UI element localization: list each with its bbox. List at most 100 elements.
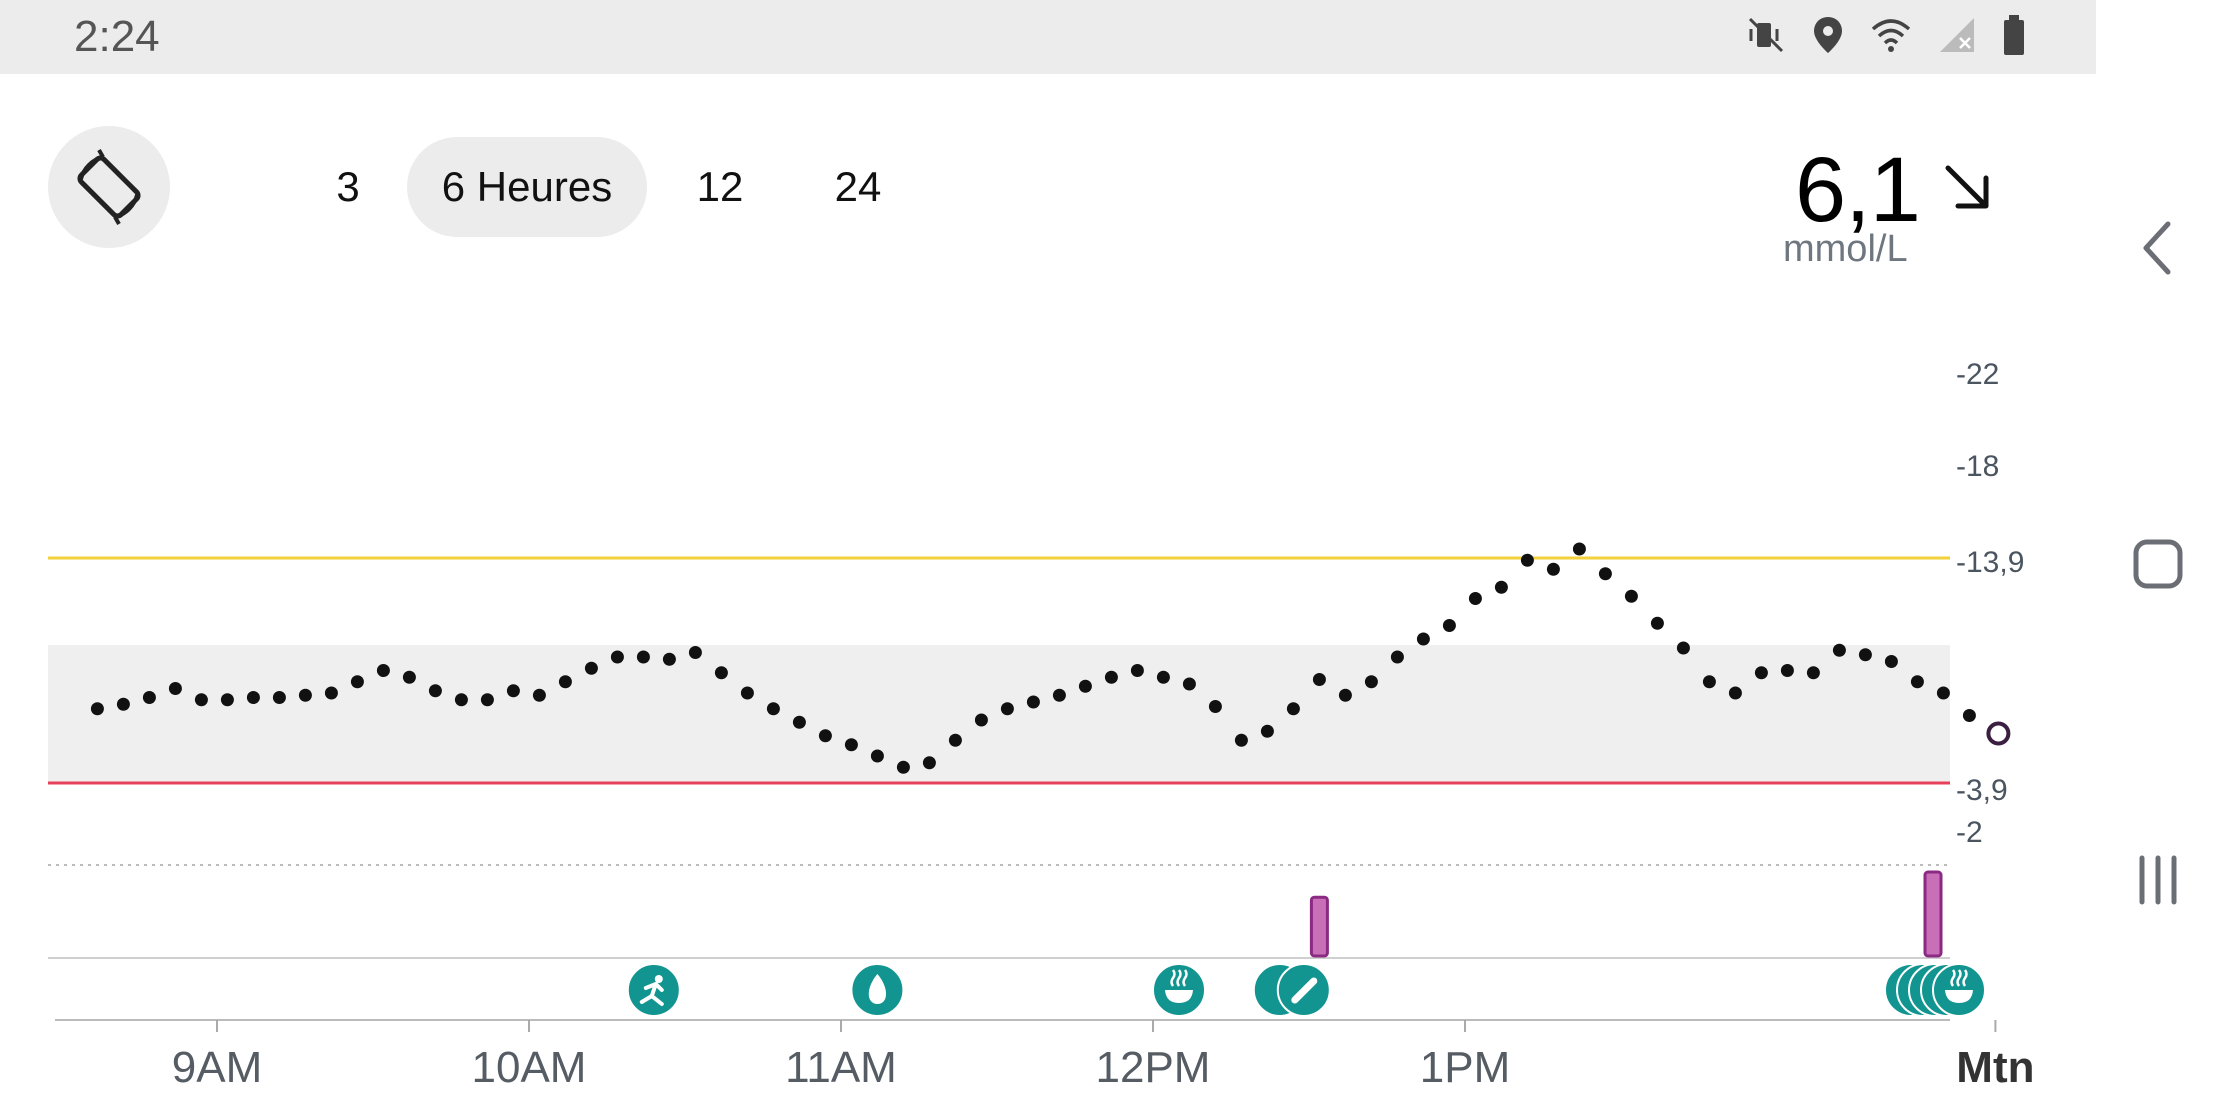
glucose-point (428, 684, 442, 698)
x-tick-label: 1PM (1420, 1043, 1510, 1092)
glucose-point (844, 738, 858, 752)
glucose-point (558, 675, 572, 689)
glucose-point (1468, 592, 1482, 605)
glucose-unit: mmol/L (1783, 228, 1908, 270)
glucose-point (610, 650, 624, 664)
glucose-point (1572, 542, 1586, 556)
glucose-point (1286, 702, 1300, 716)
glucose-point (1546, 562, 1560, 576)
range-3h[interactable]: 3 (336, 163, 360, 210)
exercise-head (654, 975, 663, 983)
back-button[interactable] (2126, 216, 2190, 280)
glucose-chart: -22 -18 -13,9 -3,9 -2 9AM 10AM 11AM 12PM 1PM… (48, 358, 2034, 1092)
glucose-point (1520, 553, 1534, 567)
range-6h-selected[interactable]: 6 Heures (407, 137, 647, 237)
glucose-point (1676, 641, 1690, 655)
glucose-point (948, 733, 962, 747)
glucose-point (1702, 675, 1716, 689)
glucose-point (220, 693, 234, 707)
glucose-point (480, 693, 494, 707)
glucose-point (792, 715, 806, 729)
x-tick-label: 9AM (172, 1043, 262, 1092)
range-24h[interactable]: 24 (834, 163, 882, 210)
screen-rotation-icon (77, 149, 141, 225)
home-square-icon (2133, 539, 2183, 589)
glucose-point (818, 729, 832, 743)
current-glucose-point (1986, 721, 2011, 746)
glucose-point (1338, 688, 1352, 702)
glucose-point (454, 693, 468, 707)
system-nav-bar (2096, 0, 2220, 1110)
glucose-point (1884, 655, 1898, 668)
cellular-no-signal-icon (1938, 16, 1976, 59)
glucose-point (506, 684, 520, 698)
y-tick-13-9: -13,9 (1956, 546, 2024, 579)
glucose-point (1416, 632, 1430, 646)
glucose-point (116, 697, 130, 711)
x-tick-label: 12PM (1096, 1043, 1211, 1092)
x-tick-label: 10AM (472, 1043, 587, 1092)
exercise-figure (639, 981, 664, 1006)
glucose-point (1026, 695, 1040, 709)
glucose-point (1910, 675, 1924, 689)
glucose-point (1052, 688, 1066, 702)
glucose-point (1130, 664, 1144, 677)
y-tick-22: -22 (1956, 358, 1999, 391)
glucose-point (740, 686, 754, 700)
glucose-point (1936, 686, 1950, 700)
wifi-icon (1870, 17, 1912, 58)
glucose-point (1078, 679, 1092, 693)
glucose-point (1000, 702, 1014, 716)
water-drop-icon (850, 963, 905, 1017)
glucose-point (1260, 724, 1274, 738)
glucose-point (90, 702, 104, 716)
y-tick-18: -18 (1956, 450, 1999, 483)
food-bowl-icon (1884, 963, 1986, 1017)
glucose-point (636, 650, 650, 664)
glucose-point (1156, 670, 1170, 684)
insulin-dose-bar (1309, 895, 1329, 958)
insulin-dose-bar (1923, 870, 1943, 958)
glucose-point (714, 666, 728, 680)
recents-button[interactable] (2126, 848, 2190, 912)
glucose-point (376, 664, 390, 677)
status-icons (1746, 14, 2026, 61)
steam-lines (1170, 969, 1188, 987)
glucose-point (1624, 589, 1638, 603)
water-drop-shape (868, 974, 887, 1004)
recents-lines-icon (2139, 855, 2177, 905)
glucose-point (1962, 709, 1976, 722)
glucose-point (272, 691, 286, 704)
food-bowl-icon (1152, 963, 1206, 1017)
glucose-point (1598, 567, 1612, 581)
glucose-point (1390, 650, 1404, 664)
glucose-point (896, 760, 910, 774)
glucose-point (1806, 666, 1820, 680)
glucose-point (584, 661, 598, 675)
home-button[interactable] (2126, 532, 2190, 596)
glucose-point (1754, 666, 1768, 680)
bowl-shape (1945, 990, 1973, 1003)
glucose-point (1780, 664, 1794, 677)
steam-lines (1950, 969, 1968, 987)
range-12h[interactable]: 12 (696, 163, 744, 210)
status-bar: 2:24 (0, 0, 2096, 74)
glucose-point (246, 691, 260, 704)
glucose-point (532, 688, 546, 702)
target-range-band (48, 645, 1950, 783)
rotate-screen-button[interactable] (48, 126, 170, 248)
location-icon (1812, 15, 1844, 60)
glucose-point (688, 646, 702, 659)
pen-shape (1291, 977, 1318, 1004)
y-tick-2: -2 (1956, 816, 1983, 849)
y-tick-3-9: -3,9 (1956, 774, 2008, 807)
glucose-point (1858, 648, 1872, 662)
glucose-point (402, 670, 416, 684)
glucose-point (766, 702, 780, 716)
glucose-point (870, 749, 884, 763)
bowl-shape (1165, 990, 1193, 1003)
glucose-point (1234, 733, 1248, 747)
glucose-point (324, 686, 338, 700)
glucose-point (662, 652, 676, 666)
glucose-point (1728, 686, 1742, 700)
